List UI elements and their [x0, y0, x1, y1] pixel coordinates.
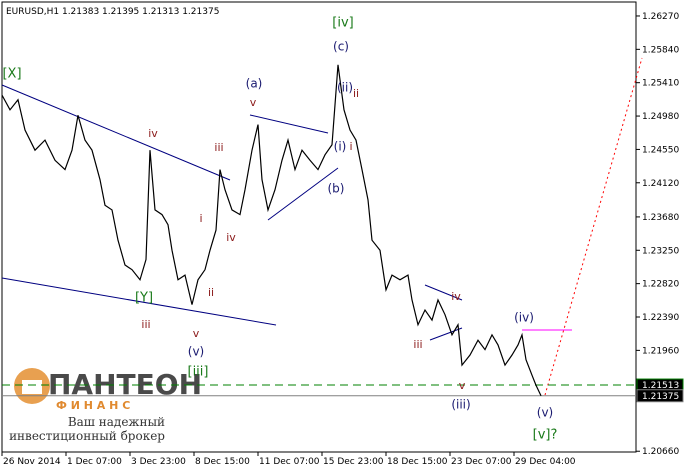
wave-label: [X]: [2, 67, 21, 82]
trend-line: [429, 327, 463, 341]
wave-label: [v]?: [533, 428, 558, 443]
wave-label: v: [193, 327, 200, 340]
trend-line: [267, 167, 339, 221]
x-tick-label: 3 Dec 23:00: [131, 457, 186, 467]
y-tick-label: 1.23250: [642, 246, 679, 256]
y-tick-label: 1.21960: [642, 346, 679, 356]
wave-label: i: [199, 212, 202, 225]
x-tick-label: 11 Dec 07:00: [259, 457, 320, 467]
x-tick-label: 23 Dec 07:00: [451, 457, 512, 467]
wave-label: (a): [246, 77, 263, 91]
wave-label: iv: [148, 127, 158, 140]
wave-label: [Y]: [135, 291, 153, 306]
wave-label: [iii]: [188, 365, 209, 380]
logo-tagline: инвестиционный брокер: [9, 429, 165, 443]
wave-label: (iii): [451, 398, 470, 412]
wave-label: [iv]: [332, 16, 353, 31]
wave-label: v: [459, 379, 466, 392]
level-label: 1.21513: [642, 381, 679, 391]
x-tick-label: 15 Dec 23:00: [323, 457, 384, 467]
trend-line: [1, 84, 231, 181]
y-tick-label: 1.24120: [642, 179, 679, 189]
wave-label: iv: [226, 231, 236, 244]
y-tick-label: 1.25410: [642, 79, 679, 89]
y-tick-label: 1.23680: [642, 213, 679, 223]
trend-line: [1, 277, 277, 326]
price-line: [1, 64, 542, 397]
wave-label: (b): [328, 182, 345, 196]
y-tick-label: 1.20660: [642, 447, 679, 457]
x-tick-label: 29 Dec 04:00: [515, 457, 576, 467]
wave-label: iv: [451, 290, 461, 303]
wave-label: ii: [353, 87, 359, 100]
logo: ПАНТЕОН Ф И Н А Н С Ваш надежный инвести…: [9, 368, 202, 443]
y-tick-label: 1.25840: [642, 45, 679, 55]
y-tick-label: 1.26270: [642, 12, 679, 22]
wave-label: iii: [214, 141, 223, 154]
y-tick-label: 1.22820: [642, 280, 679, 290]
y-tick-label: 1.24550: [642, 145, 679, 155]
x-tick-label: 1 Dec 07:00: [67, 457, 122, 467]
level-label-box: [636, 389, 684, 403]
logo-tagline: Ваш надежный: [68, 415, 165, 429]
wave-label: iii: [413, 338, 422, 351]
chart-title: EURUSD,H1 1.21383 1.21395 1.21313 1.2137…: [6, 7, 219, 17]
wave-label: (v): [188, 345, 204, 359]
x-tick-label: 8 Dec 15:00: [195, 457, 250, 467]
logo-sub: Ф И Н А Н С: [56, 399, 130, 412]
logo-icon: [22, 380, 42, 394]
x-tick-label: 26 Nov 2014: [3, 457, 61, 467]
trend-line: [249, 114, 329, 134]
plot-frame: [1, 1, 637, 453]
x-tick-label: 18 Dec 15:00: [387, 457, 448, 467]
wave-label: iii: [141, 318, 150, 331]
wave-label: (iv): [514, 311, 534, 325]
projection-line: [544, 57, 643, 396]
wave-label: (c): [333, 40, 349, 54]
trend-line: [424, 284, 463, 301]
wave-label: (i): [334, 140, 347, 154]
wave-label: i: [349, 140, 352, 153]
wave-label: (v): [537, 406, 553, 420]
wave-label: v: [250, 96, 257, 109]
y-tick-label: 1.24980: [642, 112, 679, 122]
level-label: 1.21375: [642, 392, 679, 402]
wave-label: (ii): [337, 81, 353, 95]
wave-label: ii: [208, 286, 214, 299]
y-tick-label: 1.22390: [642, 313, 679, 323]
